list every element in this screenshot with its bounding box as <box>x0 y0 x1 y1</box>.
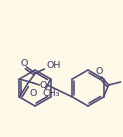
Text: O: O <box>40 81 47 89</box>
Text: O: O <box>30 89 37 98</box>
Text: CH₃: CH₃ <box>43 89 60 98</box>
Text: O: O <box>21 58 28 68</box>
Text: O: O <box>96 68 103 76</box>
Text: OH: OH <box>46 62 61 71</box>
